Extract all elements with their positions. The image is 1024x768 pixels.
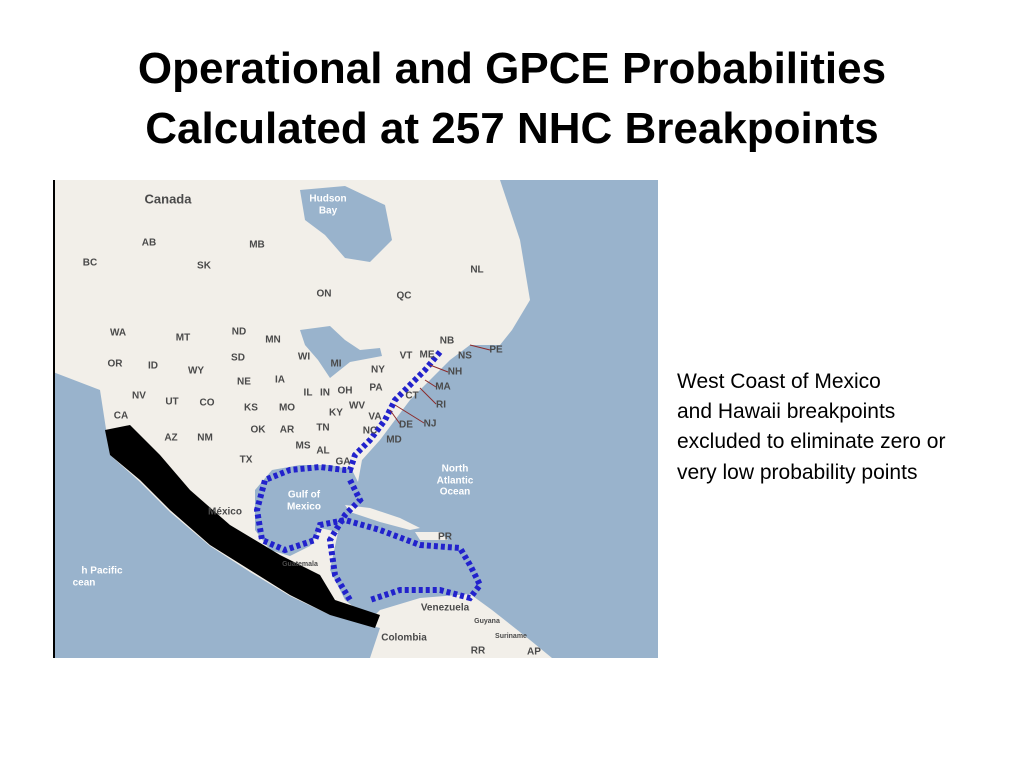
map-label: QC (397, 291, 412, 302)
title-line: Calculated at 257 NHC Breakpoints (145, 104, 879, 153)
map-label: PR (438, 532, 453, 543)
map-label: NC (363, 426, 377, 437)
map-label: Colombia (381, 633, 427, 644)
note-line: excluded to eliminate zero or (677, 430, 945, 453)
note-line: very low probability points (677, 461, 917, 484)
map-label: WY (188, 366, 204, 377)
map-label: h Pacific (81, 566, 123, 577)
map-label: Guatemala (282, 561, 318, 568)
map-label: WV (349, 401, 365, 412)
map-label: IL (304, 388, 313, 399)
map-label: MD (386, 435, 402, 446)
map-label: NB (440, 336, 454, 347)
map-label: CO (200, 398, 215, 409)
title-line: Operational and GPCE Probabilities (138, 44, 886, 93)
map-label: NL (470, 265, 483, 276)
map-label: NE (237, 377, 251, 388)
great-lakes (300, 326, 382, 378)
map-label: Gulf of (288, 490, 321, 501)
map-label: PA (369, 383, 382, 394)
map-label: Atlantic (437, 476, 474, 487)
map-label: cean (73, 578, 96, 589)
map-label: Bay (319, 206, 338, 217)
breakpoints (253, 350, 484, 603)
map-label: CT (405, 391, 418, 402)
map-label: OK (251, 425, 267, 436)
map-label: NJ (424, 419, 437, 430)
map-label: CA (114, 411, 128, 422)
map-label: AB (142, 238, 156, 249)
map-label: MA (435, 382, 451, 393)
map-label: TX (240, 455, 253, 466)
leader-lines (389, 344, 491, 425)
map-label: MT (176, 333, 190, 344)
map-label: SK (197, 261, 212, 272)
map-label: AR (280, 425, 295, 436)
map-label: NM (197, 433, 213, 444)
map-label: IN (320, 388, 330, 399)
map-label: KS (244, 403, 258, 414)
map-label: PE (489, 345, 503, 356)
map-label: ID (148, 361, 158, 372)
map-label: NH (448, 367, 462, 378)
map-label: Guyana (474, 618, 500, 625)
map-label: Venezuela (421, 603, 470, 614)
map-label: RR (471, 646, 486, 657)
map-label: GA (336, 457, 351, 468)
hispaniola (415, 532, 448, 540)
map-label: RI (436, 400, 446, 411)
map-label: North (442, 464, 469, 475)
map-label: WI (298, 352, 310, 363)
map-label: BC (83, 258, 97, 269)
map-label: SD (231, 353, 245, 364)
map-label: ON (317, 289, 332, 300)
map-label: IA (275, 375, 285, 386)
map-label: KY (329, 408, 343, 419)
hudson-bay (300, 186, 392, 262)
map-label: Mexico (287, 502, 321, 513)
map-label: VA (368, 412, 381, 423)
map-label: MN (265, 335, 281, 346)
map-label: VT (400, 351, 413, 362)
map-label: NY (371, 365, 385, 376)
map-label: MB (249, 240, 265, 251)
map-label: UT (165, 397, 178, 408)
map-label: Suriname (495, 633, 527, 640)
map-label: AL (316, 446, 329, 457)
map-label: WA (110, 328, 126, 339)
map-label: Hudson (309, 194, 346, 205)
map-label: MI (330, 359, 341, 370)
map-label: NS (458, 351, 472, 362)
map-label: MS (296, 441, 311, 452)
map-label: OR (108, 359, 124, 370)
cuba (345, 505, 420, 530)
map-label: ND (232, 327, 246, 338)
note: West Coast of Mexico and Hawaii breakpoi… (677, 370, 945, 484)
excluded-region (105, 425, 380, 628)
map-label: DE (399, 420, 413, 431)
map-label: AP (527, 647, 541, 658)
map-label: OH (338, 386, 353, 397)
land (53, 180, 552, 658)
map-label: Canada (145, 191, 193, 206)
note-line: and Hawaii breakpoints (677, 400, 895, 423)
map-border (53, 180, 55, 658)
map-label: AZ (164, 433, 177, 444)
map-label: México (208, 507, 242, 518)
note-line: West Coast of Mexico (677, 370, 881, 393)
map-label: MO (279, 403, 295, 414)
map-label: Ocean (440, 487, 471, 498)
map-label: ME (420, 350, 435, 361)
map-label: TN (316, 423, 329, 434)
map-label: NV (132, 391, 146, 402)
